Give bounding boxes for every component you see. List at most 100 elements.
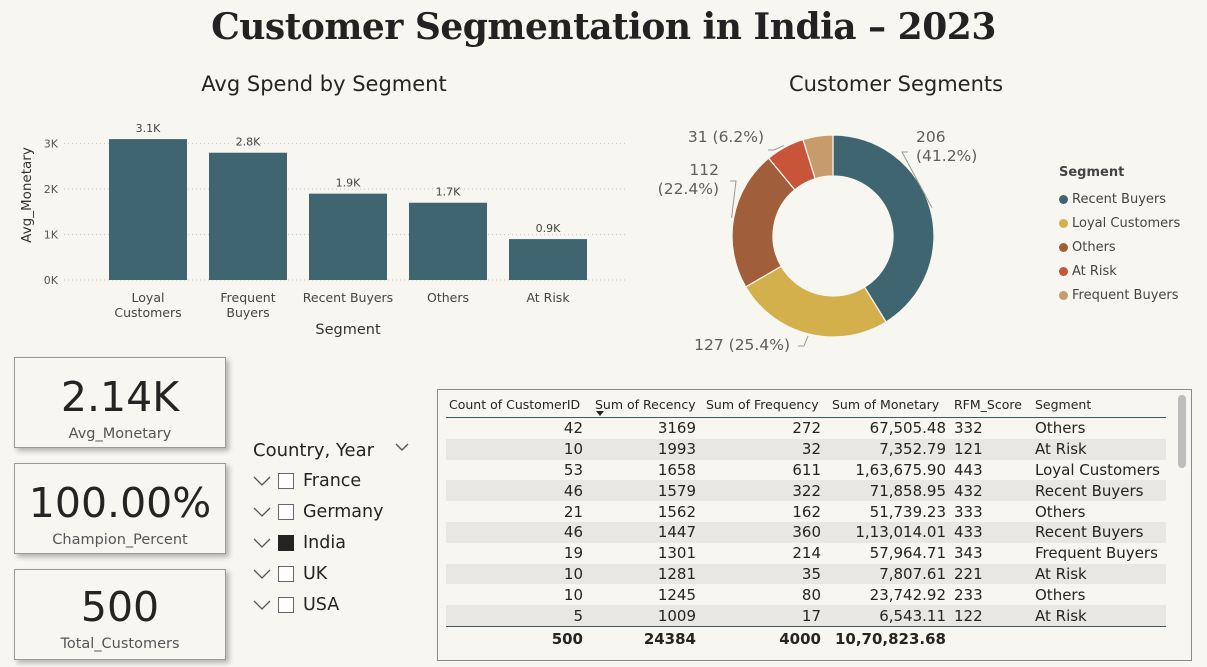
- champion-percent-card[interactable]: 100.00% Champion_Percent: [14, 463, 226, 554]
- chevron-down-icon[interactable]: [252, 502, 274, 522]
- table-row[interactable]: 21 1562 162 51,739.23 333 Others: [446, 501, 1166, 522]
- country-year-slicer[interactable]: Country, Year France Germany India UK US…: [252, 437, 417, 627]
- table-row[interactable]: 42 3169 272 67,505.48 332 Others: [446, 418, 1166, 439]
- table-row[interactable]: 46 1447 360 1,13,014.01 433 Recent Buyers: [446, 521, 1166, 543]
- donut-chart-visual[interactable]: Customer Segments 206 (41.2%) 127 (25.4%) 1…: [640, 60, 1207, 360]
- legend-item-frequent-buyers[interactable]: Frequent Buyers: [1059, 283, 1199, 307]
- donut-slice[interactable]: [744, 265, 887, 338]
- slicer-item-germany[interactable]: Germany: [252, 496, 417, 527]
- table-cell: Others: [1035, 585, 1086, 604]
- checkbox[interactable]: [278, 596, 294, 613]
- bar-chart-visual[interactable]: Avg Spend by Segment 0K 1K 2K 3K 3.1K Loyal Cu…: [0, 60, 640, 350]
- legend-item-recent-buyers[interactable]: Recent Buyers: [1059, 187, 1199, 211]
- bar[interactable]: [209, 152, 287, 280]
- leader-line: [768, 144, 785, 151]
- table-cell: 7,807.61: [821, 563, 946, 585]
- chevron-down-icon[interactable]: [252, 595, 274, 615]
- column-header[interactable]: Sum of Monetary: [821, 391, 946, 418]
- slicer-item-india[interactable]: India: [252, 527, 417, 558]
- legend-title: Segment: [1059, 165, 1125, 180]
- table-row[interactable]: 10 1281 35 7,807.61 221 At Risk: [446, 563, 1166, 585]
- slicer-item-france[interactable]: France: [252, 465, 417, 496]
- slicer-item-uk[interactable]: UK: [252, 558, 417, 589]
- table-cell: 51,739.23: [869, 502, 946, 521]
- table-cell: 35: [696, 563, 821, 585]
- table-total-row: 500 24384 4000 10,70,823.68: [446, 625, 1166, 651]
- bar-data-label: 3.1K: [136, 122, 161, 135]
- table-cell: 1,13,014.01: [821, 521, 946, 543]
- column-header-sorted[interactable]: Sum of Recency: [583, 391, 696, 418]
- chevron-down-icon[interactable]: [252, 471, 274, 491]
- table-cell: 80: [801, 585, 821, 604]
- slicer-header: Country, Year: [253, 440, 375, 461]
- total-cell: [946, 625, 1027, 651]
- table-cell: 5: [446, 605, 583, 627]
- bar[interactable]: [509, 239, 587, 280]
- total-cell: 10,70,823.68: [821, 625, 946, 651]
- bar[interactable]: [409, 202, 487, 280]
- x-tick-label: Loyal: [132, 290, 165, 305]
- table-cell: 10: [446, 563, 583, 585]
- legend-label: Frequent Buyers: [1072, 287, 1179, 303]
- slicer-item-label: India: [303, 532, 346, 553]
- total-cell: 24384: [583, 625, 696, 651]
- table-cell: 121: [946, 438, 1027, 460]
- checkbox[interactable]: [278, 472, 294, 489]
- bar-data-label: 2.8K: [236, 136, 261, 149]
- table-cell: 1,63,675.90: [855, 460, 946, 479]
- x-tick-label: Others: [427, 290, 469, 305]
- total-customers-card[interactable]: 500 Total_Customers: [14, 569, 226, 660]
- donut-chart-title: Customer Segments: [788, 72, 1004, 96]
- checkbox-checked[interactable]: [278, 534, 294, 551]
- table-cell: 10: [446, 438, 583, 460]
- x-tick-label: Buyers: [226, 305, 269, 320]
- table-row[interactable]: 53 1658 611 1,63,675.90 443 Loyal Customers: [446, 460, 1166, 481]
- table-cell: 1447: [583, 521, 696, 543]
- table-cell: 42: [563, 419, 583, 438]
- legend-item-loyal-customers[interactable]: Loyal Customers: [1059, 211, 1199, 235]
- checkbox[interactable]: [278, 565, 294, 582]
- y-tick-label: 3K: [44, 138, 59, 151]
- table-cell: Loyal Customers: [1035, 460, 1160, 479]
- card-value: 2.14K: [60, 373, 180, 421]
- table-cell: Recent Buyers: [1027, 521, 1166, 543]
- table-cell: At Risk: [1027, 605, 1166, 627]
- table-cell: 21: [563, 502, 583, 521]
- data-table-visual[interactable]: Count of CustomerID Sum of Recency Sum o…: [437, 389, 1192, 661]
- chevron-down-icon[interactable]: [252, 533, 274, 553]
- table-cell: 67,505.48: [869, 419, 946, 438]
- table-row[interactable]: 46 1579 322 71,858.95 432 Recent Buyers: [446, 480, 1166, 502]
- column-header[interactable]: Count of CustomerID: [446, 391, 583, 418]
- chevron-down-icon[interactable]: [395, 442, 409, 452]
- table-row[interactable]: 10 1993 32 7,352.79 121 At Risk: [446, 438, 1166, 460]
- checkbox[interactable]: [278, 503, 294, 520]
- bar[interactable]: [309, 193, 387, 280]
- donut-data-label: 31 (6.2%): [688, 128, 764, 146]
- slicer-item-usa[interactable]: USA: [252, 589, 417, 620]
- chevron-down-icon[interactable]: [252, 564, 274, 584]
- legend-item-others[interactable]: Others: [1059, 235, 1199, 259]
- table-cell: 32: [696, 438, 821, 460]
- table-cell: 17: [696, 605, 821, 627]
- column-header-label: Segment: [1035, 396, 1092, 412]
- legend-dot-icon: [1059, 290, 1068, 300]
- vertical-scrollbar[interactable]: [1178, 395, 1186, 468]
- table-row[interactable]: 10 1245 80 23,742.92 233 Others: [446, 584, 1166, 605]
- donut-slice[interactable]: [802, 134, 834, 180]
- avg-monetary-card[interactable]: 2.14K Avg_Monetary: [14, 357, 226, 448]
- column-header[interactable]: RFM_Score: [946, 391, 1027, 418]
- donut-slice[interactable]: [832, 134, 935, 323]
- donut-chart-svg: 206(41.2%) 127 (25.4%) 112(22.4%) 31 (6.2%): [658, 128, 978, 354]
- table-row[interactable]: 19 1301 214 57,964.71 343 Frequent Buyers: [446, 543, 1166, 564]
- column-header[interactable]: Segment: [1027, 391, 1166, 418]
- legend-item-at-risk[interactable]: At Risk: [1059, 259, 1199, 283]
- table-cell: 343: [954, 544, 983, 563]
- legend-dot-icon: [1059, 266, 1068, 276]
- column-header[interactable]: Sum of Frequency: [696, 391, 821, 418]
- column-header-label: Sum of Frequency: [706, 396, 819, 412]
- table-cell: 46: [446, 480, 583, 502]
- bar[interactable]: [109, 139, 187, 280]
- legend-dot-icon: [1059, 242, 1068, 252]
- table-row[interactable]: 5 1009 17 6,543.11 122 At Risk: [446, 605, 1166, 627]
- table-cell: 162: [792, 502, 821, 521]
